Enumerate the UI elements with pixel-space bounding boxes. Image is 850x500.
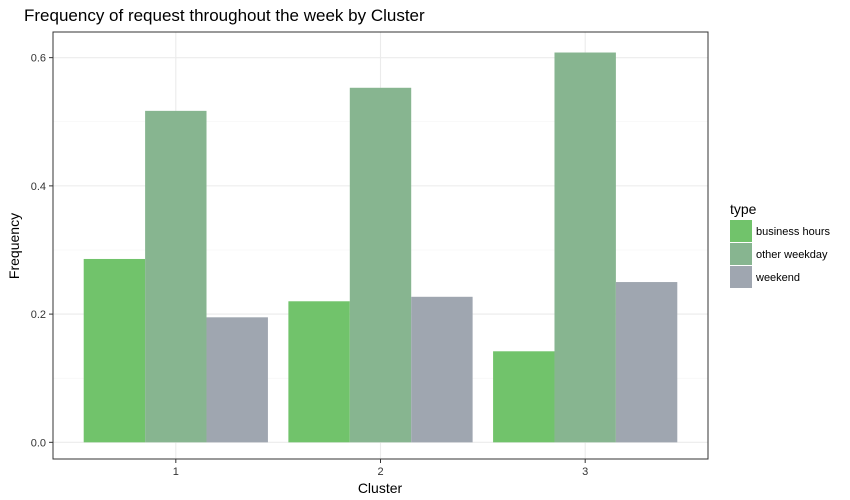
x-tick-label: 3 [582, 466, 588, 478]
legend-title: type [730, 201, 757, 217]
legend-key [730, 243, 752, 265]
legend-label: other weekday [756, 249, 828, 261]
chart-title: Frequency of request throughout the week… [24, 6, 425, 25]
legend-label: business hours [756, 226, 830, 238]
bar [145, 110, 207, 443]
bar [411, 296, 473, 443]
legend-key [730, 266, 752, 288]
y-axis-title: Frequency [6, 213, 22, 279]
y-tick-label: 0.6 [31, 53, 46, 65]
bar [83, 258, 146, 443]
legend-items: business hours other weekday weekend [730, 220, 830, 288]
bar [206, 317, 268, 443]
legend-label: weekend [755, 272, 800, 284]
bar [615, 282, 678, 443]
y-tick-label: 0.4 [31, 181, 46, 193]
x-axis-title: Cluster [358, 480, 403, 496]
bar [554, 52, 616, 443]
x-tick-label: 2 [377, 466, 383, 478]
x-tick-label: 1 [173, 466, 179, 478]
legend-key [730, 220, 752, 242]
y-tick-label: 0.0 [31, 437, 46, 449]
legend: type business hours other weekday weekend [730, 201, 830, 288]
y-tick-label: 0.2 [31, 309, 46, 321]
bar [288, 301, 350, 443]
bar [493, 351, 555, 443]
axes: 0.0 0.2 0.4 0.6 1 2 3 [31, 53, 589, 478]
bar [349, 87, 412, 443]
plot-panel: 0.0 0.2 0.4 0.6 1 2 3 [31, 31, 709, 478]
bars [83, 52, 678, 443]
